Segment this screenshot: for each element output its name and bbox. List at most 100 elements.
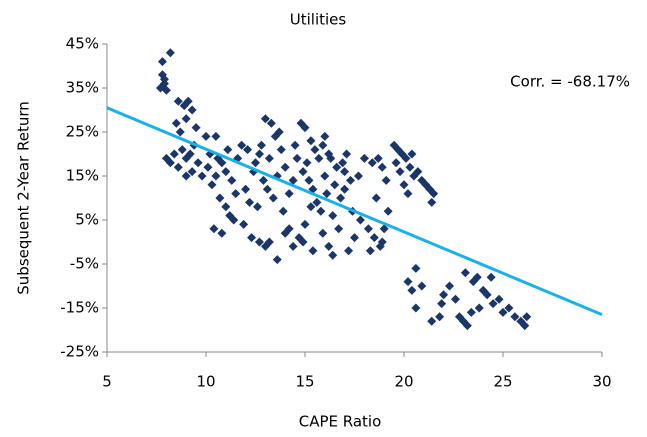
point bbox=[413, 167, 423, 177]
point bbox=[197, 171, 207, 181]
point bbox=[411, 303, 421, 313]
point bbox=[209, 224, 219, 234]
point bbox=[175, 127, 185, 137]
point bbox=[460, 268, 470, 278]
point bbox=[254, 237, 264, 247]
point bbox=[355, 215, 365, 225]
y-tick-label: 5% bbox=[75, 211, 99, 229]
point bbox=[462, 321, 472, 331]
point bbox=[510, 312, 520, 322]
point bbox=[353, 171, 363, 181]
point bbox=[258, 175, 268, 185]
point bbox=[207, 180, 217, 190]
point bbox=[272, 255, 282, 265]
point bbox=[223, 145, 233, 155]
point bbox=[377, 237, 387, 247]
point bbox=[292, 153, 302, 163]
point bbox=[245, 197, 255, 207]
y-tick-label: 15% bbox=[66, 167, 99, 185]
point bbox=[256, 140, 266, 150]
point bbox=[336, 193, 346, 203]
point bbox=[381, 175, 391, 185]
point bbox=[159, 74, 169, 84]
point bbox=[435, 312, 445, 322]
point bbox=[494, 294, 504, 304]
point bbox=[312, 197, 322, 207]
point bbox=[328, 211, 338, 221]
point bbox=[183, 96, 193, 106]
y-tick-label: -25% bbox=[60, 343, 99, 361]
point bbox=[262, 184, 272, 194]
point bbox=[185, 149, 195, 159]
point bbox=[450, 294, 460, 304]
point bbox=[330, 180, 340, 190]
point bbox=[187, 105, 197, 115]
point bbox=[379, 224, 389, 234]
point bbox=[300, 123, 310, 133]
point bbox=[284, 189, 294, 199]
point bbox=[401, 153, 411, 163]
point bbox=[367, 158, 377, 168]
point bbox=[251, 158, 260, 168]
point bbox=[306, 202, 316, 212]
point bbox=[221, 167, 231, 177]
point bbox=[326, 153, 336, 163]
point bbox=[407, 149, 417, 159]
point bbox=[211, 171, 221, 181]
x-tick-label: 5 bbox=[102, 373, 112, 391]
point bbox=[302, 158, 312, 168]
point bbox=[395, 167, 405, 177]
point bbox=[288, 241, 298, 251]
point bbox=[252, 202, 262, 212]
point bbox=[332, 162, 342, 172]
point bbox=[193, 158, 203, 168]
point bbox=[369, 233, 379, 243]
point bbox=[365, 246, 375, 256]
point bbox=[237, 140, 247, 150]
point bbox=[486, 272, 496, 282]
point bbox=[274, 127, 284, 137]
point bbox=[171, 118, 181, 128]
point bbox=[211, 131, 221, 141]
point bbox=[363, 224, 373, 234]
point bbox=[266, 118, 276, 128]
point bbox=[298, 237, 308, 247]
point bbox=[391, 158, 401, 168]
point bbox=[217, 228, 227, 238]
point bbox=[350, 233, 359, 243]
point bbox=[173, 162, 183, 172]
point bbox=[310, 145, 320, 155]
point bbox=[437, 299, 447, 309]
point bbox=[284, 224, 294, 234]
point bbox=[187, 167, 197, 177]
point bbox=[161, 85, 171, 95]
point bbox=[504, 303, 514, 313]
point bbox=[169, 149, 179, 159]
chart-title: Utilities bbox=[290, 11, 347, 29]
point bbox=[334, 224, 344, 234]
point bbox=[215, 193, 225, 203]
x-tick-label: 25 bbox=[493, 373, 512, 391]
point bbox=[165, 158, 175, 168]
x-tick-label: 30 bbox=[592, 373, 611, 391]
point bbox=[474, 303, 484, 313]
point bbox=[346, 175, 356, 185]
point bbox=[498, 307, 508, 317]
point bbox=[177, 145, 187, 155]
point bbox=[304, 175, 314, 185]
point bbox=[324, 241, 334, 251]
point bbox=[276, 145, 286, 155]
point bbox=[308, 246, 318, 256]
point bbox=[181, 114, 191, 124]
point bbox=[173, 96, 183, 106]
point bbox=[254, 149, 264, 159]
point bbox=[239, 219, 249, 229]
point bbox=[260, 114, 270, 124]
y-tick-label: 45% bbox=[66, 35, 99, 53]
point bbox=[191, 123, 201, 133]
trend-line bbox=[106, 106, 603, 316]
point bbox=[466, 307, 476, 317]
point bbox=[338, 158, 348, 168]
x-axis-label: CAPE Ratio bbox=[299, 413, 382, 431]
